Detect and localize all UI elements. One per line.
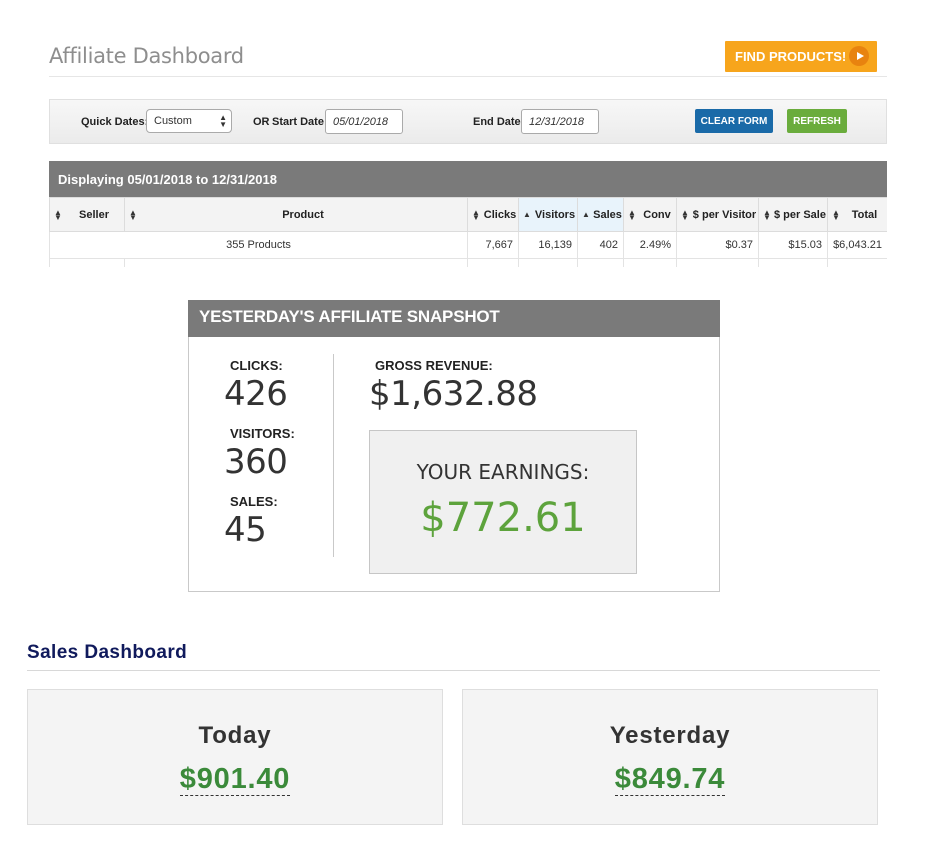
results-table-panel: Displaying 05/01/2018 to 12/31/2018 ▲ ▼ Se… [49, 161, 887, 267]
date-filter-bar: Quick Dates: Custom ▲ ▼ OR Start Date: 05… [49, 99, 887, 144]
summary-clicks-cell: 7,667 [467, 231, 519, 259]
quick-dates-label: Quick Dates: [81, 116, 149, 128]
column-header-total[interactable]: ▲ ▼ Total [827, 197, 887, 232]
earnings-label: YOUR EARNINGS: [416, 460, 590, 484]
column-header-per-visitor[interactable]: ▲ ▼ $ per Visitor [676, 197, 759, 232]
sort-both-icon: ▲ ▼ [832, 208, 840, 222]
clicks-label: CLICKS: [230, 358, 283, 373]
sort-asc-icon: ▲ [582, 210, 590, 219]
sort-both-icon: ▲ ▼ [763, 208, 771, 222]
table-cell [49, 258, 125, 267]
table-caption: Displaying 05/01/2018 to 12/31/2018 [49, 161, 887, 197]
column-label: Product [282, 208, 324, 221]
end-date-label: End Date: [473, 116, 525, 128]
table-cell [124, 258, 468, 267]
gross-revenue-value: $1,632.88 [369, 374, 538, 414]
sales-label: SALES: [230, 494, 278, 509]
table-cell [467, 258, 519, 267]
today-label: Today [198, 722, 272, 749]
column-label: Sales [593, 208, 622, 221]
column-label: Clicks [483, 208, 517, 221]
today-value[interactable]: $901.40 [179, 763, 291, 796]
gross-revenue-label: GROSS REVENUE: [375, 358, 493, 373]
column-header-conv[interactable]: ▲ ▼ Conv [623, 197, 677, 232]
clear-form-button[interactable]: CLEAR FORM [695, 109, 773, 133]
column-label: Visitors [534, 208, 576, 221]
sort-both-icon: ▲ ▼ [472, 208, 480, 222]
refresh-button[interactable]: REFRESH [787, 109, 847, 133]
table-summary-row: 355 Products 7,667 16,139 402 2.49% $0.3… [49, 231, 887, 259]
summary-visitors-cell: 16,139 [518, 231, 578, 259]
column-header-clicks[interactable]: ▲ ▼ Clicks [467, 197, 519, 232]
summary-product-cell: 355 Products [49, 231, 468, 259]
yesterday-value[interactable]: $849.74 [614, 763, 726, 796]
table-cell [577, 258, 624, 267]
table-cell [758, 258, 828, 267]
quick-dates-select[interactable]: Custom ▲ ▼ [146, 109, 232, 133]
quick-dates-value: Custom [154, 115, 192, 127]
end-date-value: 12/31/2018 [529, 116, 585, 128]
affiliate-dashboard-title: Affiliate Dashboard [49, 44, 244, 68]
yesterday-label: Yesterday [609, 722, 731, 749]
summary-per-visitor-cell: $0.37 [676, 231, 759, 259]
start-date-value: 05/01/2018 [333, 116, 389, 128]
column-header-seller[interactable]: ▲ ▼ Seller [49, 197, 125, 232]
select-arrows-icon: ▲ ▼ [219, 113, 227, 129]
summary-per-sale-cell: $15.03 [758, 231, 828, 259]
snapshot-divider [333, 354, 334, 557]
column-label: Total [851, 208, 878, 221]
header-divider [49, 76, 887, 77]
visitors-label: VISITORS: [230, 426, 295, 441]
sales-divider [27, 670, 880, 671]
earnings-box: YOUR EARNINGS: $772.61 [369, 430, 637, 574]
table-cell [623, 258, 677, 267]
column-label: $ per Sale [774, 208, 826, 221]
snapshot-panel: CLICKS: 426 VISITORS: 360 SALES: 45 GROS… [188, 337, 720, 592]
column-header-visitors[interactable]: ▲ Visitors [518, 197, 578, 232]
sort-both-icon: ▲ ▼ [129, 208, 137, 222]
table-row [49, 258, 887, 267]
table-cell [518, 258, 578, 267]
results-table: ▲ ▼ Seller ▲ ▼ Product ▲ ▼ Clicks ▲ Visitors ▲ S… [49, 197, 887, 267]
sort-asc-icon: ▲ [523, 210, 531, 219]
table-cell [827, 258, 887, 267]
summary-total-cell: $6,043.21 [827, 231, 887, 259]
clicks-value: 426 [224, 374, 288, 414]
sort-both-icon: ▲ ▼ [681, 208, 689, 222]
column-header-product[interactable]: ▲ ▼ Product [124, 197, 468, 232]
summary-sales-cell: 402 [577, 231, 624, 259]
find-products-button[interactable]: FIND PRODUCTS! [725, 41, 877, 72]
play-icon [849, 46, 869, 66]
yesterday-card: Yesterday $849.74 [462, 689, 878, 825]
or-label: OR [253, 116, 270, 128]
column-label: Conv [643, 208, 671, 221]
sort-both-icon: ▲ ▼ [54, 208, 62, 222]
find-products-label: FIND PRODUCTS! [735, 49, 847, 64]
sales-dashboard-title: Sales Dashboard [27, 642, 188, 663]
today-card: Today $901.40 [27, 689, 443, 825]
start-date-label: Start Date: [272, 116, 328, 128]
earnings-value: $772.61 [420, 495, 586, 541]
column-header-sales[interactable]: ▲ Sales [577, 197, 624, 232]
table-cell [676, 258, 759, 267]
sales-value: 45 [224, 510, 267, 550]
column-label: $ per Visitor [692, 208, 757, 221]
visitors-value: 360 [224, 442, 288, 482]
column-label: Seller [79, 208, 109, 221]
table-header-row: ▲ ▼ Seller ▲ ▼ Product ▲ ▼ Clicks ▲ Visitors ▲ S… [49, 197, 887, 232]
summary-conv-cell: 2.49% [623, 231, 677, 259]
start-date-input[interactable]: 05/01/2018 [325, 109, 403, 134]
sort-both-icon: ▲ ▼ [628, 208, 636, 222]
snapshot-title: YESTERDAY'S AFFILIATE SNAPSHOT [188, 300, 720, 337]
end-date-input[interactable]: 12/31/2018 [521, 109, 599, 134]
column-header-per-sale[interactable]: ▲ ▼ $ per Sale [758, 197, 828, 232]
